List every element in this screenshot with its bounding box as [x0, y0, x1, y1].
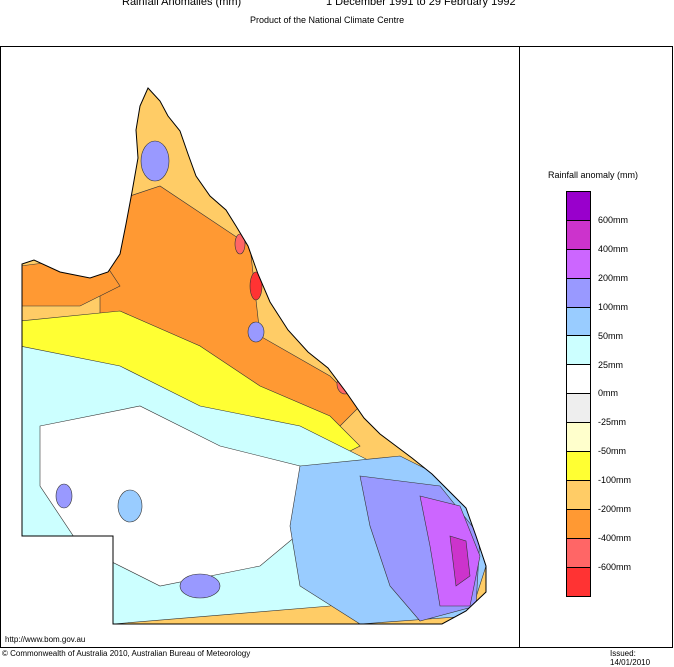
legend-swatch	[567, 394, 590, 424]
legend-swatch	[567, 452, 590, 481]
region-coast-dry-spot	[249, 271, 263, 301]
legend-tick-label: -50mm	[598, 446, 627, 457]
legend-swatch	[567, 423, 590, 453]
legend-swatch	[567, 278, 590, 308]
legend-swatch	[567, 307, 590, 337]
legend-swatch	[567, 365, 590, 395]
region-coast-peak	[449, 535, 471, 587]
queensland-map	[21, 87, 487, 625]
legend-tick-label: 100mm	[598, 301, 629, 312]
legend-tick-label: -25mm	[598, 417, 627, 428]
map-subtitle: Product of the National Climate Centre	[250, 15, 405, 25]
legend-divider	[519, 46, 520, 648]
legend-title: Rainfall anomaly (mm)	[548, 170, 639, 180]
region-west-wet-spot	[55, 483, 73, 509]
legend-tick-label: -400mm	[598, 532, 632, 543]
queensland-outline	[21, 87, 487, 625]
map-title: Rainfall Anomalies (mm)	[122, 0, 242, 8]
region-inland-wet-spot	[247, 321, 265, 343]
legend-swatch	[567, 192, 590, 221]
legend-swatch	[567, 538, 590, 568]
legend-swatch	[567, 220, 590, 250]
legend-tick-label: 50mm	[598, 330, 624, 341]
region-southwest-wet-spot	[117, 489, 143, 523]
legend-bar	[566, 191, 591, 598]
region-cape-wet-spot	[140, 140, 170, 182]
legend-swatch	[567, 480, 590, 510]
legend-tick-label: 25mm	[598, 359, 624, 370]
map-frame	[0, 46, 673, 648]
map-period: 1 December 1991 to 29 February 1992	[326, 0, 516, 8]
legend-tick-label: 400mm	[598, 243, 629, 254]
legend-tick-label: -200mm	[598, 504, 632, 514]
copyright-notice: © Commonwealth of Australia 2010, Austra…	[2, 649, 251, 658]
legend-tick-label: -600mm	[598, 561, 632, 572]
legend-tick-label: 600mm	[598, 215, 629, 225]
legend-swatch	[567, 336, 590, 366]
region-coast-dry-spot-2	[234, 233, 246, 255]
legend-swatch	[567, 249, 590, 279]
region-south-wet-spot	[179, 573, 221, 599]
source-url: http://www.bom.gov.au	[5, 635, 86, 644]
legend-swatch	[567, 509, 590, 539]
legend-swatch	[567, 567, 590, 597]
legend-tick-label: 200mm	[598, 272, 629, 283]
issued-date: Issued: 14/01/2010	[610, 649, 651, 667]
legend-tick-label: 0mm	[598, 388, 618, 399]
legend-tick-label: -100mm	[598, 475, 632, 486]
